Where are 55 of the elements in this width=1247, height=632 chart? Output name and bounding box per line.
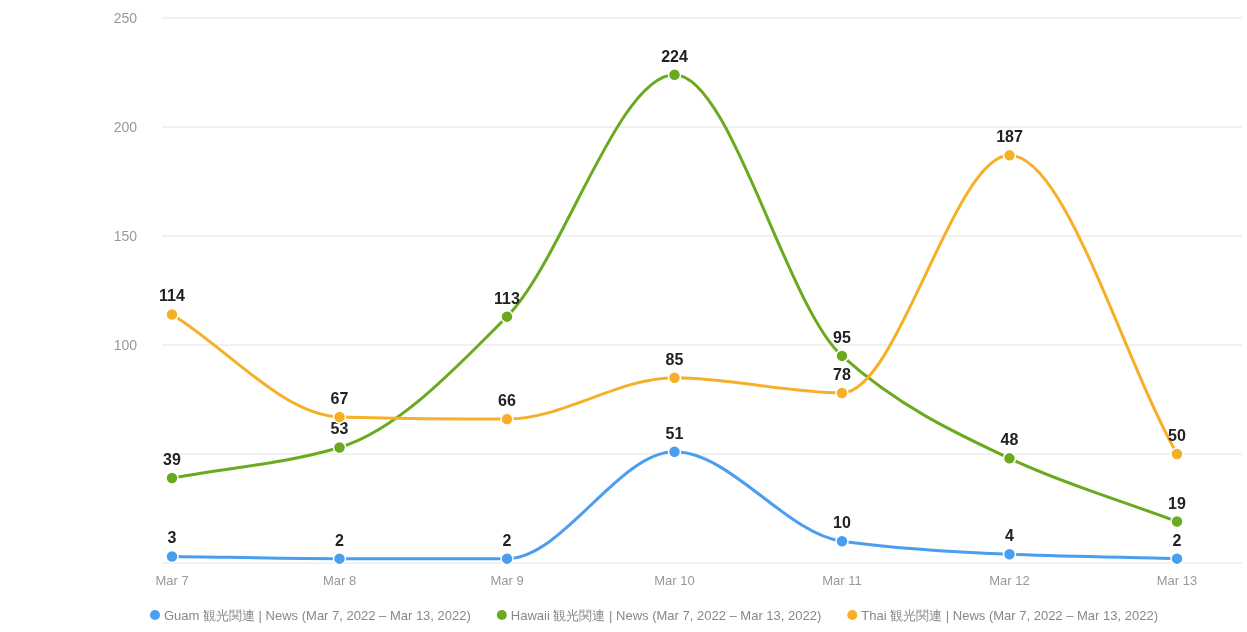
data-label: 10 xyxy=(833,514,851,532)
legend-label: Hawaii 観光関連 | News (Mar 7, 2022 – Mar 13, 2022) xyxy=(510,608,822,623)
data-label: 113 xyxy=(494,289,521,307)
point xyxy=(1002,148,1017,163)
point xyxy=(835,534,849,548)
x-tick-label: Mar 10 xyxy=(654,573,695,588)
data-label: 95 xyxy=(833,328,851,346)
point xyxy=(835,386,849,400)
y-tick-label: 100 xyxy=(113,337,138,353)
point xyxy=(500,412,514,426)
point xyxy=(1170,447,1184,461)
x-tick-label: Mar 7 xyxy=(155,573,189,588)
data-label: 53 xyxy=(330,420,349,438)
legend-label: Guam 観光関連 | News (Mar 7, 2022 – Mar 13, 2022) xyxy=(164,608,471,623)
point xyxy=(667,370,682,385)
data-label: 39 xyxy=(163,450,181,468)
point xyxy=(1170,551,1184,566)
point xyxy=(667,445,682,459)
y-tick-label: 150 xyxy=(113,228,138,244)
point xyxy=(835,349,849,363)
y-tick-label: 250 xyxy=(113,10,138,26)
point xyxy=(165,549,179,564)
data-label: 224 xyxy=(661,47,688,65)
data-label: 19 xyxy=(1168,494,1186,512)
x-tick-label: Mar 9 xyxy=(490,573,524,588)
data-label: 2 xyxy=(502,531,512,549)
point xyxy=(332,440,347,455)
data-label: 85 xyxy=(665,350,684,368)
x-tick-label: Mar 11 xyxy=(822,573,862,588)
data-label: 66 xyxy=(498,392,516,410)
point xyxy=(667,67,682,82)
x-tick-label: Mar 8 xyxy=(322,573,357,588)
data-label: 67 xyxy=(330,389,349,407)
point xyxy=(1002,451,1017,466)
point xyxy=(165,471,179,485)
legend-label: Thai 観光関連 | News (Mar 7, 2022 – Mar 13, 2022) xyxy=(861,608,1158,623)
data-label: 187 xyxy=(996,128,1023,146)
data-label: 2 xyxy=(335,531,345,549)
data-label: 48 xyxy=(1000,431,1019,449)
point xyxy=(165,307,179,322)
y-tick-label: 200 xyxy=(113,119,138,135)
data-label: 50 xyxy=(1168,427,1186,444)
data-label: 3 xyxy=(167,529,177,547)
point xyxy=(1002,547,1017,562)
point xyxy=(332,551,347,566)
x-tick-label: Mar 13 xyxy=(1156,573,1198,588)
data-label: 78 xyxy=(833,365,851,383)
point xyxy=(500,551,514,566)
data-label: 4 xyxy=(1005,527,1015,545)
data-label: 2 xyxy=(1172,531,1182,549)
data-label: 51 xyxy=(665,424,684,442)
x-tick-label: Mar 12 xyxy=(989,573,1030,588)
data-label: 114 xyxy=(159,287,186,305)
point xyxy=(500,309,514,324)
point xyxy=(1170,514,1184,529)
